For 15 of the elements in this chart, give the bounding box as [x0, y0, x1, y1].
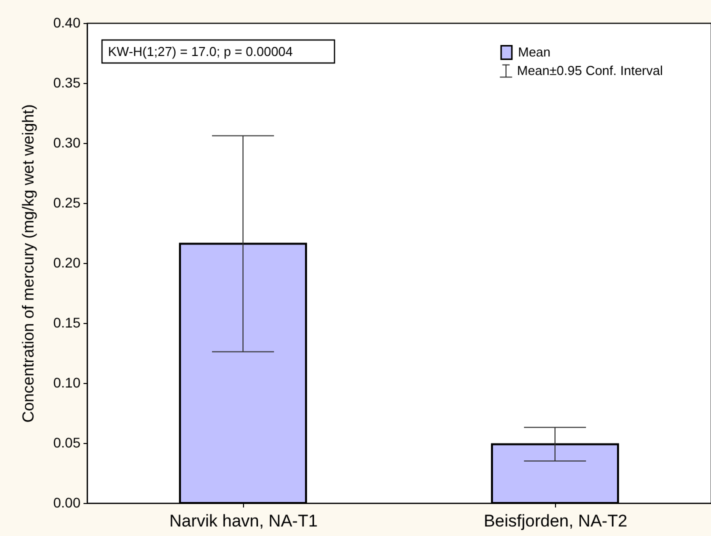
- annotation: KW-H(1;27) = 17.0; p = 0.00004: [108, 44, 293, 59]
- y-tick-label: 0.05: [53, 434, 81, 450]
- y-tick-label: 0.25: [53, 194, 81, 210]
- y-tick-label: 0.40: [53, 14, 81, 30]
- annotation: Mean±0.95 Conf. Interval: [517, 63, 663, 78]
- y-tick-label: 0.00: [53, 494, 81, 510]
- y-axis-title: Concentration of mercury (mg/kg wet weight): [20, 104, 38, 423]
- y-tick-label: 0.15: [53, 314, 81, 330]
- y-tick-label: 0.10: [53, 374, 81, 390]
- y-tick-label: 0.35: [53, 74, 81, 90]
- legend-label: Mean: [518, 44, 551, 60]
- y-tick-label: 0.30: [53, 134, 81, 150]
- x-tick-label: Narvik havn, NA-T1: [169, 512, 318, 530]
- y-tick-label: 0.20: [53, 254, 81, 270]
- x-tick-label: Beisfjorden, NA-T2: [484, 512, 628, 530]
